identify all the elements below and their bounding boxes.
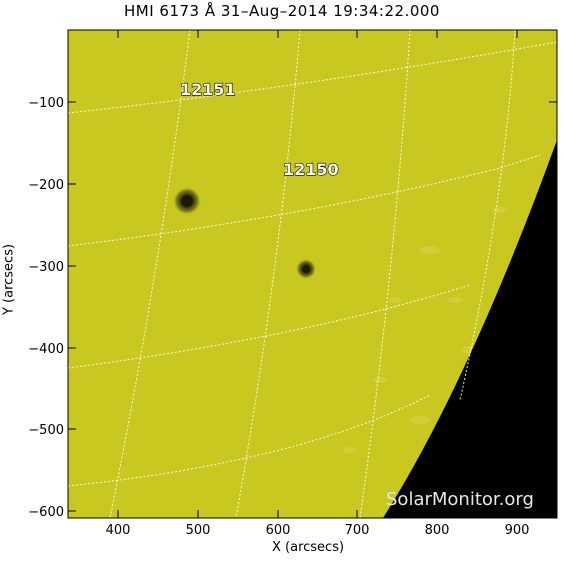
x-tick-label: 600 bbox=[266, 523, 291, 538]
y-axis-label: Y (arcsecs) bbox=[1, 243, 17, 316]
x-tick-label: 500 bbox=[186, 523, 211, 538]
sunspot-12150-umbra bbox=[302, 265, 310, 273]
region-label-12151: 12151 bbox=[180, 80, 236, 99]
x-tick-marks bbox=[117, 30, 518, 518]
y-tick-marks bbox=[68, 101, 557, 512]
lon-grid bbox=[109, 30, 516, 518]
x-tick-label: 800 bbox=[425, 523, 450, 538]
y-tick-label: −500 bbox=[28, 423, 64, 438]
watermark: SolarMonitor.org bbox=[386, 489, 534, 510]
lat-grid bbox=[68, 41, 557, 487]
x-axis-label: X (arcsecs) bbox=[272, 540, 345, 555]
image-title: HMI 6173 Å 31–Aug–2014 19:34:22.000 bbox=[124, 2, 440, 20]
plage-texture bbox=[343, 207, 508, 453]
space-region bbox=[383, 140, 557, 518]
y-tick-label: −200 bbox=[28, 178, 64, 193]
x-tick-label: 900 bbox=[505, 523, 530, 538]
x-tick-label: 400 bbox=[106, 523, 131, 538]
plot-frame bbox=[67, 29, 558, 519]
sunspot-12151-umbra bbox=[181, 195, 193, 207]
y-tick-label: −300 bbox=[28, 260, 64, 275]
x-tick-label: 700 bbox=[345, 523, 370, 538]
y-tick-label: −100 bbox=[28, 96, 64, 111]
region-label-12150: 12150 bbox=[283, 160, 339, 179]
y-tick-label: −600 bbox=[28, 505, 64, 520]
y-tick-label: −400 bbox=[28, 342, 64, 357]
